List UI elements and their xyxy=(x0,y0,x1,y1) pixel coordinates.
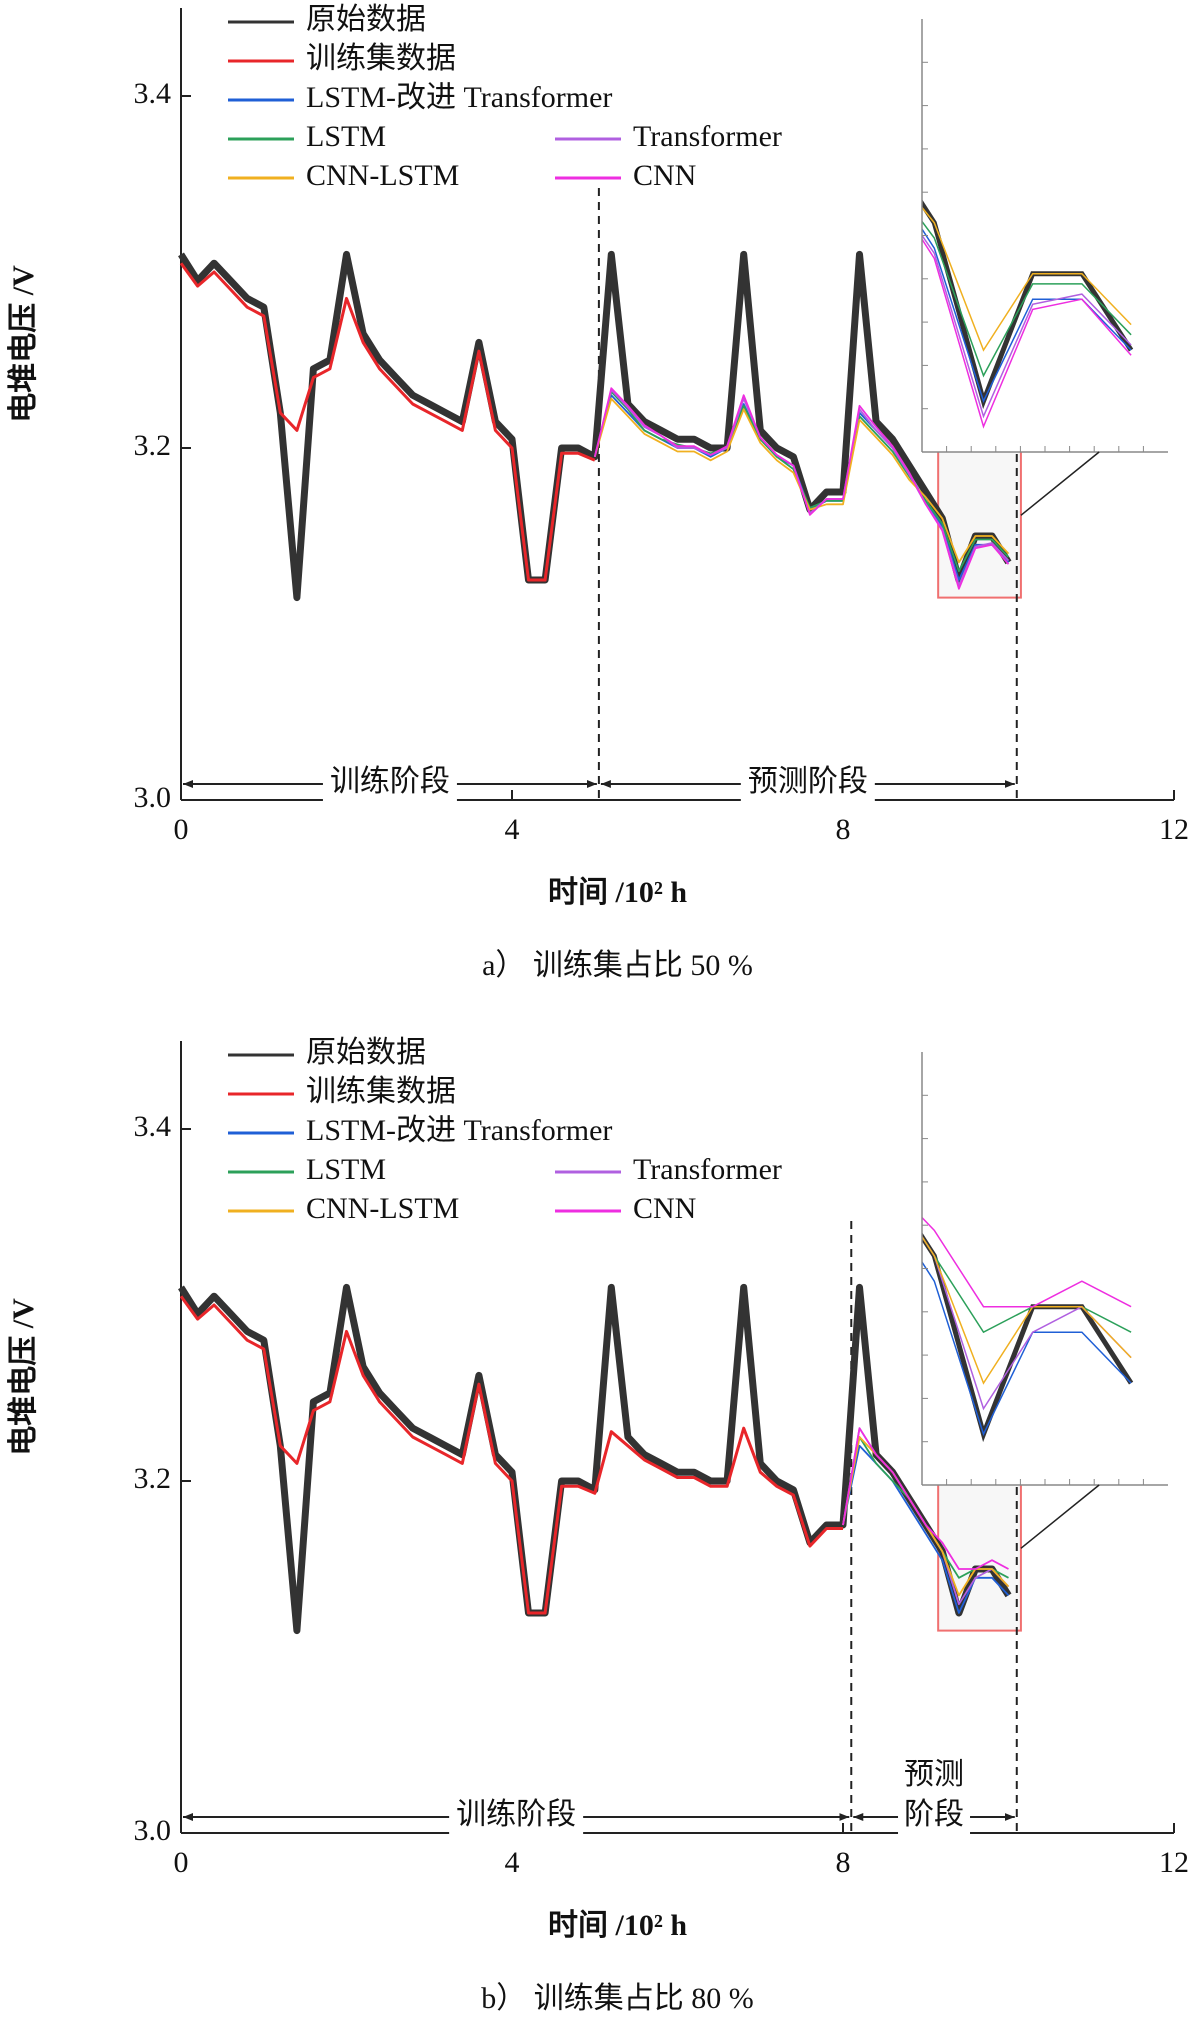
x-tick-label: 12 xyxy=(1159,1846,1189,1879)
zoom-connector xyxy=(1020,451,1100,516)
y-tick-label: 3.0 xyxy=(134,781,172,814)
caption: b） 训练集占比 80 % xyxy=(481,1982,754,2015)
phase-label-bg xyxy=(449,1799,584,1835)
phase-label: 预测阶段 xyxy=(748,765,868,798)
inset-series-line xyxy=(922,1235,1132,1411)
series-line xyxy=(179,262,596,582)
zoom-box xyxy=(937,1480,1022,1632)
y-axis-label: 电堆电压 /V xyxy=(7,265,40,423)
y-axis-label: 电堆电压 /V xyxy=(7,1298,40,1456)
legend-label: 原始数据 xyxy=(306,1036,426,1069)
inset-series-line xyxy=(922,237,1132,429)
x-tick-label: 4 xyxy=(505,813,520,846)
inset-bg xyxy=(922,19,1168,452)
zoom-connector xyxy=(1020,1484,1100,1549)
legend-label: Transformer xyxy=(633,120,782,153)
series-line xyxy=(842,1427,1009,1570)
legend-label: 训练集数据 xyxy=(306,1075,456,1108)
inset-series-line xyxy=(922,1216,1132,1308)
series-line xyxy=(178,1283,1012,1635)
x-tick-label: 0 xyxy=(174,1846,189,1879)
series-line xyxy=(179,1295,843,1615)
y-tick-label: 3.4 xyxy=(134,77,172,110)
inset-series-line xyxy=(922,206,1132,352)
legend-label: LSTM xyxy=(306,120,386,153)
phase-label: 训练阶段 xyxy=(456,1798,576,1831)
x-tick-label: 8 xyxy=(836,813,851,846)
x-tick-label: 0 xyxy=(174,813,189,846)
x-axis-label: 时间 /10² h xyxy=(548,1909,687,1942)
y-tick-label: 3.4 xyxy=(134,1110,172,1143)
x-tick-label: 4 xyxy=(505,1846,520,1879)
legend-label: 原始数据 xyxy=(306,3,426,36)
legend-label: LSTM-改进 Transformer xyxy=(306,1114,612,1147)
legend-label: CNN-LSTM xyxy=(306,1192,459,1225)
phase-label-bg xyxy=(898,1759,971,1835)
series-line xyxy=(593,387,1010,590)
phase-label: 训练阶段 xyxy=(330,765,450,798)
legend-label: LSTM xyxy=(306,1153,386,1186)
legend-label: CNN xyxy=(633,159,696,192)
x-tick-label: 8 xyxy=(836,1846,851,1879)
legend-label: Transformer xyxy=(633,1153,782,1186)
inset-series-line xyxy=(922,234,1132,419)
inset-series-line xyxy=(922,1260,1132,1437)
legend-label: LSTM-改进 Transformer xyxy=(306,81,612,114)
phase-label-bg xyxy=(740,766,875,802)
x-axis-label: 时间 /10² h xyxy=(548,876,687,909)
phase-label: 预测 xyxy=(904,1758,964,1791)
inset-bg xyxy=(922,1052,1168,1485)
inset-series-line xyxy=(922,220,1132,378)
inset-series-line xyxy=(922,1235,1132,1385)
inset xyxy=(922,1216,1134,1443)
y-tick-label: 3.0 xyxy=(134,1814,172,1847)
phase-label-bg xyxy=(322,766,457,802)
x-tick-label: 12 xyxy=(1159,813,1189,846)
zoom-box xyxy=(937,447,1022,599)
phase-label: 阶段 xyxy=(904,1798,964,1831)
legend-label: CNN xyxy=(633,1192,696,1225)
legend-label: 训练集数据 xyxy=(306,42,456,75)
series-line xyxy=(178,250,1012,602)
series-line xyxy=(842,1444,1010,1614)
y-tick-label: 3.2 xyxy=(134,429,172,462)
caption: a） 训练集占比 50 % xyxy=(482,949,753,982)
legend-label: CNN-LSTM xyxy=(306,159,459,192)
y-tick-label: 3.2 xyxy=(134,1462,172,1495)
